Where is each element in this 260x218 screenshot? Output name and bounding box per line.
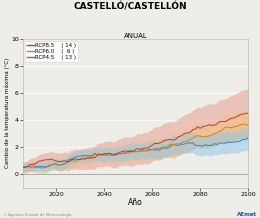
Title: ANUAL: ANUAL xyxy=(124,33,147,39)
Text: CASTELLÓ/CASTELLÓN: CASTELLÓ/CASTELLÓN xyxy=(73,2,187,11)
Text: AEmet: AEmet xyxy=(237,212,257,217)
Y-axis label: Cambio de la temperatura máxima (°C): Cambio de la temperatura máxima (°C) xyxy=(4,58,10,169)
X-axis label: Año: Año xyxy=(128,198,143,207)
Text: © Agencia Estatal de Meteorología: © Agencia Estatal de Meteorología xyxy=(3,213,71,217)
Legend: RCP8.5    ( 14 ), RCP6.0    (  6 ), RCP4.5    ( 13 ): RCP8.5 ( 14 ), RCP6.0 ( 6 ), RCP4.5 ( 13… xyxy=(25,41,79,62)
